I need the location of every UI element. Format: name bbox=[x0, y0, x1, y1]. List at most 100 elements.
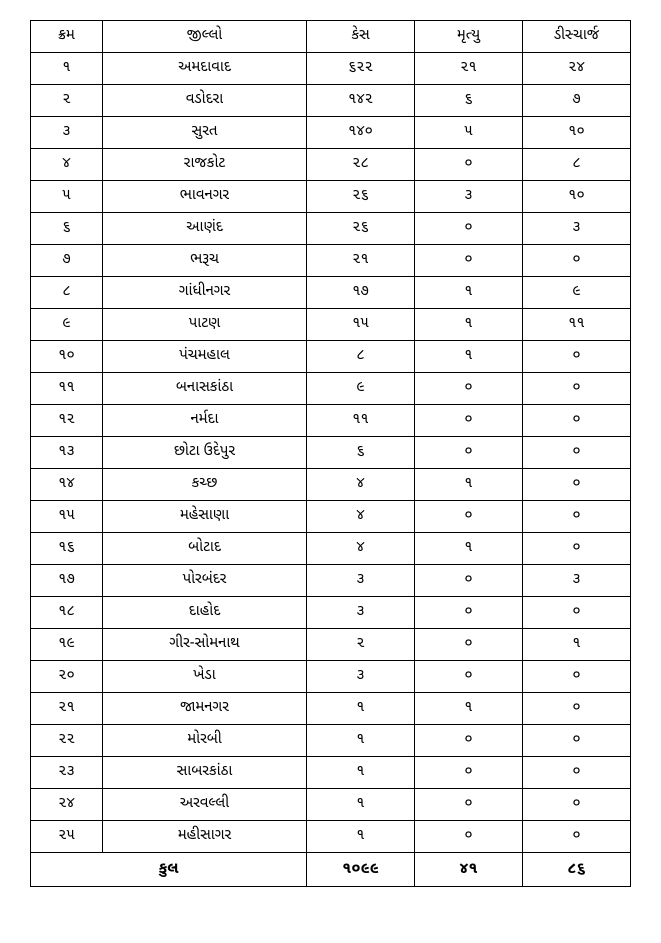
cell-discharge: ૦ bbox=[523, 437, 631, 469]
total-discharge: ૮૬ bbox=[523, 853, 631, 887]
cell-deaths: ૬ bbox=[415, 85, 523, 117]
table-row: ૨૧જામનગર૧૧૦ bbox=[31, 693, 631, 725]
cell-cases: ૨૧ bbox=[307, 245, 415, 277]
cell-deaths: ૫ bbox=[415, 117, 523, 149]
cell-sr: ૨ bbox=[31, 85, 103, 117]
cell-district: બનાસકાંઠા bbox=[103, 373, 307, 405]
header-discharge: ડીસ્ચાર્જ bbox=[523, 21, 631, 53]
table-row: ૧૨નર્મદા૧૧૦૦ bbox=[31, 405, 631, 437]
cell-sr: ૧૪ bbox=[31, 469, 103, 501]
table-row: ૮ગાંધીનગર૧૭૧૯ bbox=[31, 277, 631, 309]
cell-cases: ૨૬ bbox=[307, 181, 415, 213]
cell-sr: ૭ bbox=[31, 245, 103, 277]
cell-discharge: ૧૧ bbox=[523, 309, 631, 341]
cell-district: મહીસાગર bbox=[103, 821, 307, 853]
cell-cases: ૧૧ bbox=[307, 405, 415, 437]
cell-district: ગીર-સોમનાથ bbox=[103, 629, 307, 661]
cell-deaths: ૦ bbox=[415, 821, 523, 853]
cell-deaths: ૧ bbox=[415, 469, 523, 501]
cell-sr: ૨૧ bbox=[31, 693, 103, 725]
cell-discharge: ૧૦ bbox=[523, 117, 631, 149]
cell-sr: ૫ bbox=[31, 181, 103, 213]
cell-discharge: ૧ bbox=[523, 629, 631, 661]
cell-district: પંચમહાલ bbox=[103, 341, 307, 373]
cell-discharge: ૩ bbox=[523, 213, 631, 245]
cell-sr: ૨૦ bbox=[31, 661, 103, 693]
cell-cases: ૧ bbox=[307, 789, 415, 821]
cell-cases: ૧૪૦ bbox=[307, 117, 415, 149]
table-row: ૬આણંદ૨૬૦૩ bbox=[31, 213, 631, 245]
cell-sr: ૨૩ bbox=[31, 757, 103, 789]
total-deaths: ૪૧ bbox=[415, 853, 523, 887]
cell-discharge: ૦ bbox=[523, 373, 631, 405]
cell-district: સુરત bbox=[103, 117, 307, 149]
cell-discharge: ૦ bbox=[523, 821, 631, 853]
cell-district: ભાવનગર bbox=[103, 181, 307, 213]
cell-deaths: ૧ bbox=[415, 693, 523, 725]
cell-sr: ૧૭ bbox=[31, 565, 103, 597]
table-row: ૧૮દાહોદ૩૦૦ bbox=[31, 597, 631, 629]
cell-discharge: ૭ bbox=[523, 85, 631, 117]
cell-sr: ૧૦ bbox=[31, 341, 103, 373]
table-row: ૧૩છોટા ઉદેપુર૬૦૦ bbox=[31, 437, 631, 469]
cell-deaths: ૧ bbox=[415, 341, 523, 373]
cell-discharge: ૦ bbox=[523, 597, 631, 629]
cell-cases: ૧૫ bbox=[307, 309, 415, 341]
cell-discharge: ૯ bbox=[523, 277, 631, 309]
cell-discharge: ૮ bbox=[523, 149, 631, 181]
cell-deaths: ૧ bbox=[415, 309, 523, 341]
cell-cases: ૬ bbox=[307, 437, 415, 469]
cell-cases: ૧ bbox=[307, 821, 415, 853]
cell-deaths: ૦ bbox=[415, 661, 523, 693]
cell-sr: ૧૮ bbox=[31, 597, 103, 629]
district-cases-table: ક્રમ જીલ્લો કેસ મૃત્યુ ડીસ્ચાર્જ ૧અમદાવા… bbox=[30, 20, 631, 887]
cell-discharge: ૦ bbox=[523, 405, 631, 437]
table-row: ૪રાજકોટ૨૮૦૮ bbox=[31, 149, 631, 181]
table-row: ૨૦ખેડા૩૦૦ bbox=[31, 661, 631, 693]
cell-district: ખેડા bbox=[103, 661, 307, 693]
cell-district: પોરબંદર bbox=[103, 565, 307, 597]
cell-cases: ૧૭ bbox=[307, 277, 415, 309]
cell-cases: ૩ bbox=[307, 597, 415, 629]
header-sr: ક્રમ bbox=[31, 21, 103, 53]
table-row: ૫ભાવનગર૨૬૩૧૦ bbox=[31, 181, 631, 213]
cell-cases: ૩ bbox=[307, 661, 415, 693]
cell-discharge: ૦ bbox=[523, 469, 631, 501]
cell-discharge: ૨૪ bbox=[523, 53, 631, 85]
total-cases: ૧૦૯૯ bbox=[307, 853, 415, 887]
cell-district: બોટાદ bbox=[103, 533, 307, 565]
cell-sr: ૨૨ bbox=[31, 725, 103, 757]
cell-cases: ૬૨૨ bbox=[307, 53, 415, 85]
cell-district: વડોદરા bbox=[103, 85, 307, 117]
table-row: ૨વડોદરા૧૪૨૬૭ bbox=[31, 85, 631, 117]
cell-sr: ૮ bbox=[31, 277, 103, 309]
cell-sr: ૨૪ bbox=[31, 789, 103, 821]
cell-discharge: ૦ bbox=[523, 533, 631, 565]
cell-district: જામનગર bbox=[103, 693, 307, 725]
header-cases: કેસ bbox=[307, 21, 415, 53]
total-row: કુલ ૧૦૯૯ ૪૧ ૮૬ bbox=[31, 853, 631, 887]
cell-sr: ૩ bbox=[31, 117, 103, 149]
cell-sr: ૨૫ bbox=[31, 821, 103, 853]
cell-cases: ૪ bbox=[307, 501, 415, 533]
cell-district: સાબરકાંઠા bbox=[103, 757, 307, 789]
cell-cases: ૪ bbox=[307, 469, 415, 501]
table-row: ૨૫મહીસાગર૧૦૦ bbox=[31, 821, 631, 853]
table-row: ૭ભરૂચ૨૧૦૦ bbox=[31, 245, 631, 277]
cell-district: મહેસાણા bbox=[103, 501, 307, 533]
cell-deaths: ૦ bbox=[415, 245, 523, 277]
table-row: ૧અમદાવાદ૬૨૨૨૧૨૪ bbox=[31, 53, 631, 85]
cell-sr: ૬ bbox=[31, 213, 103, 245]
cell-cases: ૨૮ bbox=[307, 149, 415, 181]
cell-sr: ૧૯ bbox=[31, 629, 103, 661]
cell-sr: ૧૨ bbox=[31, 405, 103, 437]
header-row: ક્રમ જીલ્લો કેસ મૃત્યુ ડીસ્ચાર્જ bbox=[31, 21, 631, 53]
cell-deaths: ૦ bbox=[415, 405, 523, 437]
table-row: ૧૭પોરબંદર૩૦૩ bbox=[31, 565, 631, 597]
cell-district: પાટણ bbox=[103, 309, 307, 341]
table-row: ૯પાટણ૧૫૧૧૧ bbox=[31, 309, 631, 341]
cell-deaths: ૦ bbox=[415, 437, 523, 469]
table-row: ૨૪અરવલ્લી૧૦૦ bbox=[31, 789, 631, 821]
cell-discharge: ૦ bbox=[523, 245, 631, 277]
table-row: ૧૪કચ્છ૪૧૦ bbox=[31, 469, 631, 501]
